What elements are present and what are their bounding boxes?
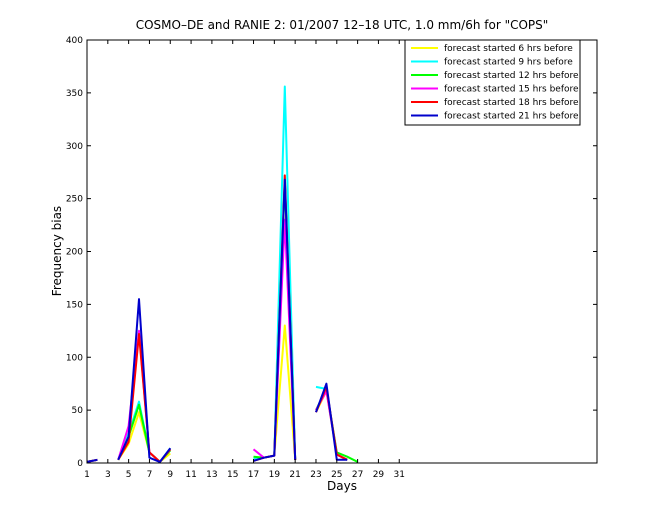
legend-label: forecast started 18 hrs before	[444, 98, 579, 108]
x-tick-label: 3	[105, 470, 111, 480]
x-tick-label: 19	[269, 470, 281, 480]
y-tick-label: 200	[66, 248, 83, 258]
y-tick-label: 350	[66, 89, 83, 99]
legend-box	[404, 39, 581, 126]
y-tick-label: 400	[66, 36, 83, 46]
y-tick-label: 150	[66, 300, 83, 310]
series-line	[86, 178, 348, 463]
series-layer	[86, 85, 359, 463]
x-tick-label: 1	[84, 470, 90, 480]
chart-title: COSMO–DE and RANIE 2: 01/2007 12–18 UTC,…	[136, 18, 549, 32]
y-tick-label: 100	[66, 353, 83, 363]
x-tick-label: 5	[126, 470, 132, 480]
y-axis: 0 50 100 150 200 250 300 350 400	[66, 36, 597, 469]
x-tick-label: 13	[206, 470, 217, 480]
x-tick-label: 25	[331, 470, 342, 480]
y-axis-label: Frequency bias	[50, 206, 64, 296]
x-tick-label: 27	[352, 470, 363, 480]
series-segment	[315, 382, 348, 461]
x-tick-label: 7	[147, 470, 153, 480]
x-tick-label: 29	[373, 470, 385, 480]
y-tick-label: 250	[66, 195, 83, 205]
x-tick-label: 21	[289, 470, 300, 480]
legend-label: forecast started 21 hrs before	[444, 112, 579, 122]
legend-label: forecast started 9 hrs before	[444, 58, 573, 68]
series-segment	[117, 298, 172, 463]
y-tick-label: 0	[77, 459, 83, 469]
x-tick-label: 9	[167, 470, 173, 480]
legend-label: forecast started 15 hrs before	[444, 85, 579, 95]
x-tick-label: 15	[227, 470, 238, 480]
x-tick-label: 17	[248, 470, 259, 480]
legend-label: forecast started 6 hrs before	[444, 44, 573, 54]
x-tick-label: 11	[185, 470, 196, 480]
y-tick-label: 300	[66, 142, 83, 152]
series-segment	[86, 458, 98, 463]
series-segment	[253, 178, 297, 462]
legend: forecast started 6 hrs before forecast st…	[404, 39, 581, 126]
x-tick-label: 23	[310, 470, 321, 480]
x-tick-label: 31	[394, 470, 405, 480]
y-tick-label: 50	[72, 406, 84, 416]
x-axis: 1 3 5 7 9 11 13 15 17 19 21 23 25 27 29 31	[84, 40, 405, 480]
legend-label: forecast started 12 hrs before	[444, 71, 579, 81]
x-axis-label: Days	[327, 479, 357, 493]
